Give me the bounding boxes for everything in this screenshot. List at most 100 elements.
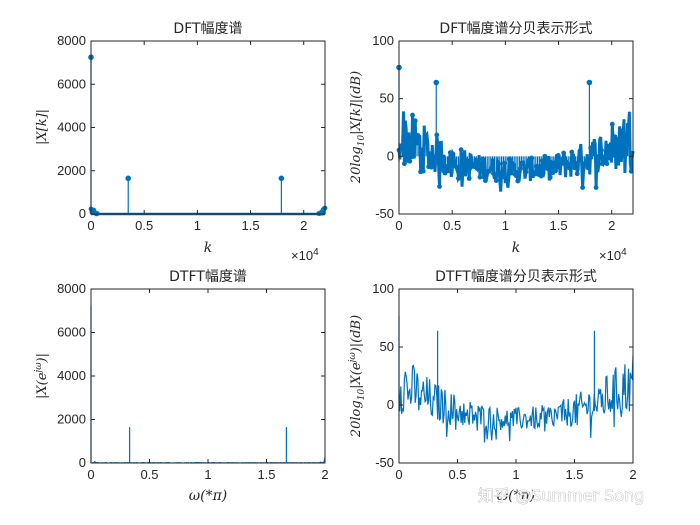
x-tick-label: 0.5 (135, 218, 153, 233)
stem-marker (620, 131, 626, 137)
stem-marker (574, 171, 580, 177)
stem-marker (561, 150, 567, 156)
panel-2-xlabel: k (512, 240, 520, 256)
panel-dft-magnitude: DFT幅度谱 0 0.5 1 1.5 2 0 2000 4000 6000 8000 k |X[k… (35, 21, 328, 263)
panel-dtft-magnitude: DTFT幅度谱 0 0.5 1 1.5 2 0 2000 4000 6000 8000 ω(*π)… (34, 269, 329, 504)
y-tick-label: 0 (79, 455, 86, 470)
y-tick-label: 0 (387, 397, 394, 412)
stem-marker (466, 176, 472, 181)
y-tick-label: 50 (380, 91, 394, 106)
watermark: 知乎 @Summer Song (478, 486, 644, 505)
y-tick-label: -50 (375, 206, 394, 221)
y-tick-label: 4000 (57, 368, 86, 383)
stem-marker (415, 132, 421, 138)
y-tick-label: 0 (79, 206, 86, 221)
x-tick-label: 1 (512, 467, 519, 482)
stem-marker (566, 165, 572, 171)
stem-marker (569, 149, 575, 155)
stem-marker (612, 134, 618, 140)
y-tick-label: -50 (375, 455, 394, 470)
x-tick-label: 1.5 (550, 218, 568, 233)
panel-3-title: DTFT幅度谱 (169, 269, 247, 285)
y-tick-label: 6000 (57, 76, 86, 91)
y-tick-label: 4000 (57, 120, 86, 135)
x-tick-label: 0 (395, 218, 402, 233)
x-tick-label: 1.5 (565, 467, 583, 482)
panel-1-ylabel: |X[k]| (35, 109, 50, 145)
stem-marker (593, 185, 599, 190)
panel-3-axes-box (90, 288, 326, 464)
panel-3-xlabel: ω(*π) (189, 488, 228, 504)
y-tick-label: 100 (372, 281, 394, 296)
stem-marker (412, 118, 418, 124)
stem-marker (420, 168, 426, 174)
stem-marker (491, 171, 496, 176)
peak-marker (433, 79, 440, 86)
panel-2-x-exponent: ×104 (599, 247, 627, 263)
stem-marker (628, 168, 634, 174)
stem-marker (609, 121, 615, 127)
panel-1-ticks: 0 0.5 1 1.5 2 0 2000 4000 6000 8000 (57, 33, 325, 233)
stem-marker (531, 170, 537, 176)
stem-marker (577, 148, 583, 154)
panel-2-title: DFT幅度谱分贝表示形式 (439, 21, 592, 37)
stem-marker (477, 174, 483, 180)
y-tick-label: 100 (372, 33, 394, 48)
stem-marker (585, 165, 591, 171)
x-tick-label: 2 (608, 218, 615, 233)
stem-marker (501, 160, 507, 166)
stem-marker (493, 178, 499, 184)
stem-marker (480, 156, 486, 162)
x-tick-label: 0.5 (448, 467, 466, 482)
stem-marker (439, 163, 445, 168)
stem-marker (518, 166, 523, 171)
stem-marker (615, 149, 621, 155)
stem-marker (545, 166, 550, 171)
stem-marker (402, 161, 407, 167)
stem-marker (523, 169, 529, 175)
y-tick-label: 6000 (57, 325, 86, 340)
x-tick-label: 1.5 (242, 218, 260, 233)
panel-4-ylabel: 20log10|X(ejω)|(dB) (348, 315, 367, 438)
x-tick-label: 2 (300, 218, 307, 233)
stem-marker (572, 165, 577, 171)
x-tick-label: 2 (321, 467, 328, 482)
stem-marker (437, 184, 442, 189)
stem-marker (623, 144, 629, 150)
stem-marker (547, 174, 553, 180)
x-tick-label: 1 (204, 467, 211, 482)
stem-marker (453, 164, 459, 169)
stem-marker (488, 167, 494, 172)
peak-marker (586, 79, 593, 86)
panel-4-axes-box (398, 288, 634, 464)
stem-marker (582, 160, 588, 166)
stem-marker (604, 161, 610, 167)
panel-1-xlabel: k (204, 240, 212, 256)
stem-marker (496, 161, 502, 167)
y-tick-label: 8000 (57, 33, 86, 48)
stem-marker (553, 168, 558, 174)
panel-4-xlabel: ω(*π) (497, 488, 536, 504)
panel-4-title: DTFT幅度谱分贝表示形式 (435, 269, 597, 285)
stem-marker (483, 178, 488, 184)
stem-marker (445, 163, 450, 169)
stem-marker (534, 163, 540, 169)
x-tick-label: 0.5 (140, 467, 158, 482)
peak-marker (278, 175, 285, 182)
y-tick-label: 50 (380, 339, 394, 354)
stem-marker (607, 155, 612, 161)
y-tick-label: 2000 (57, 163, 86, 178)
stem-marker (512, 172, 518, 177)
stem-marker (458, 147, 464, 153)
stem-marker (555, 152, 561, 158)
panel-1-plot (88, 54, 328, 217)
panel-3-ticks: 0 0.5 1 1.5 2 0 2000 4000 6000 8000 (57, 281, 329, 482)
x-tick-label: 2 (629, 467, 636, 482)
stem-marker (542, 153, 548, 159)
stem-marker (407, 158, 413, 164)
stem-marker (558, 159, 564, 165)
stem-marker (410, 112, 415, 118)
